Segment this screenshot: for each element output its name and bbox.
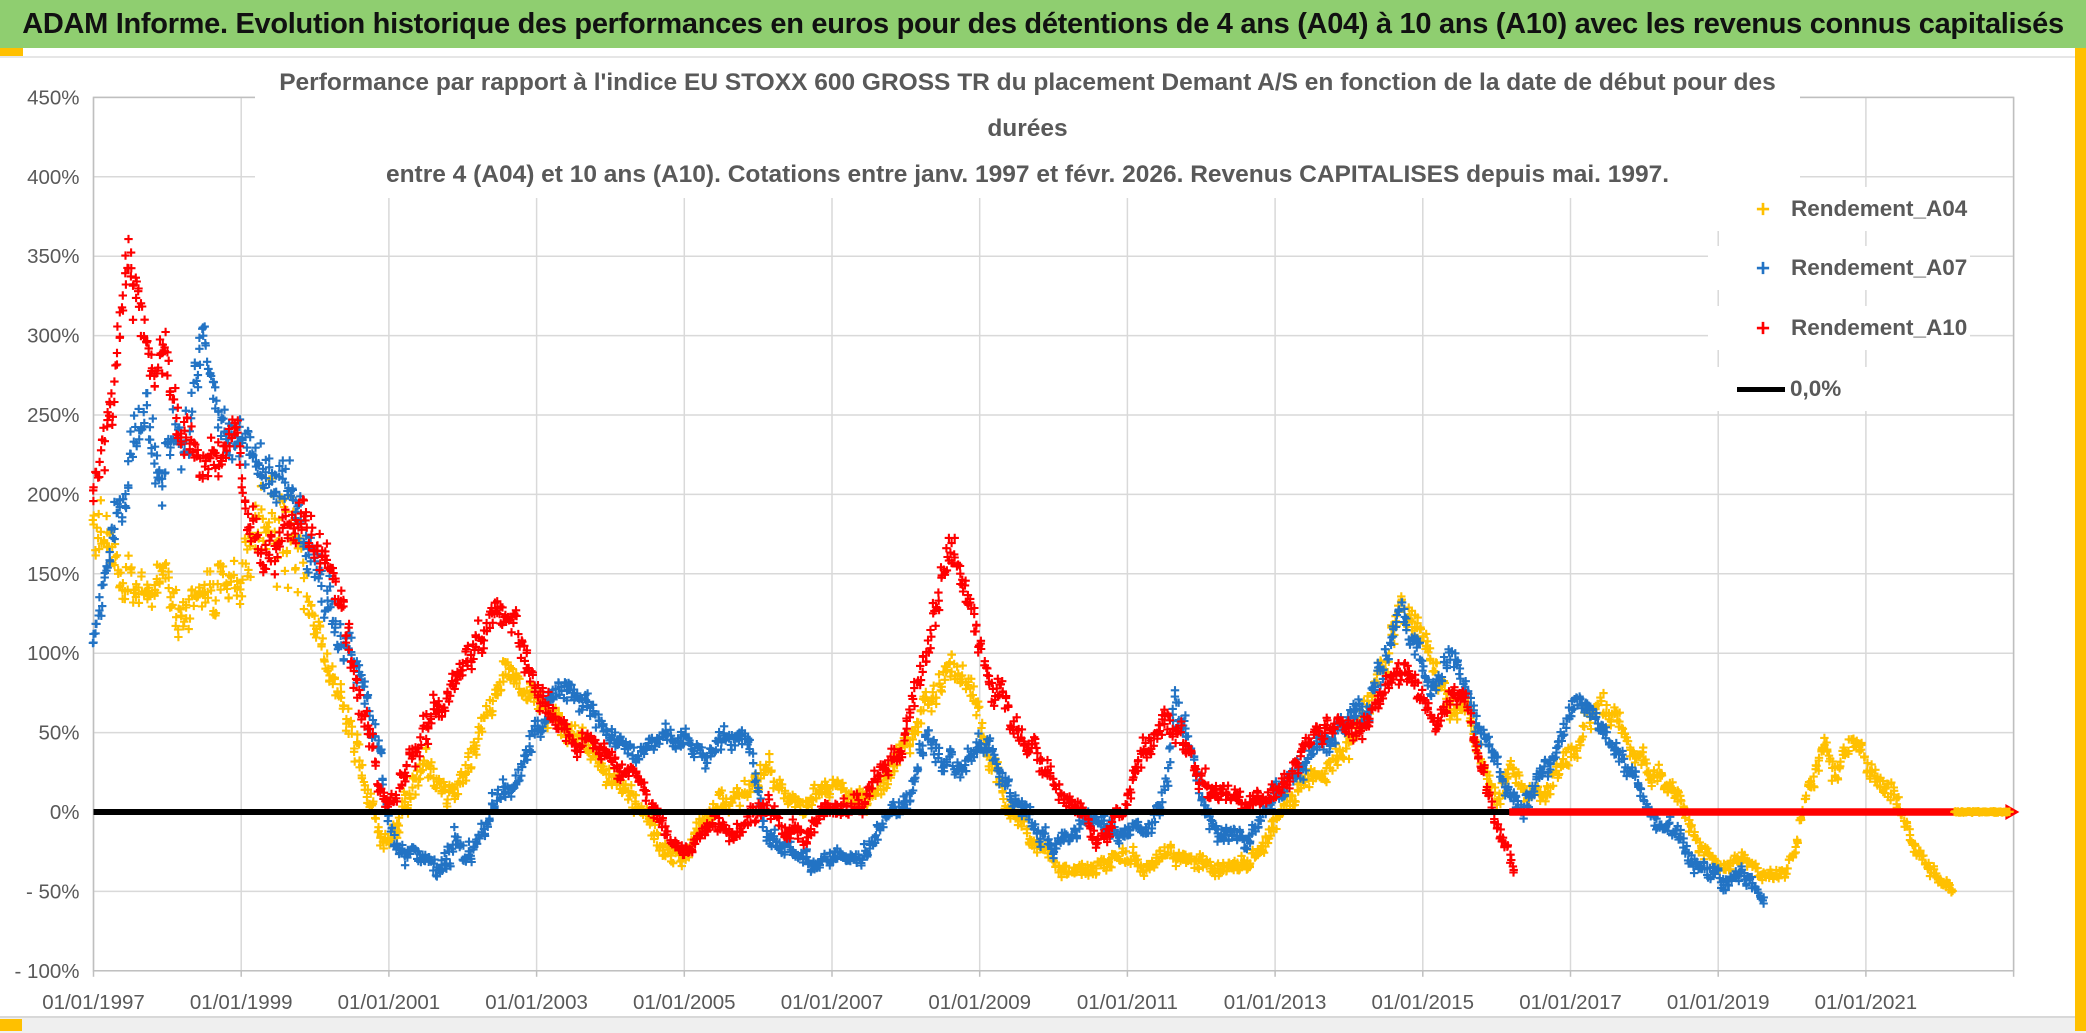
series-a07-points: [88, 322, 1768, 908]
y-axis-label: 250%: [27, 404, 79, 427]
zero-line-marker-icon: [1737, 386, 1785, 392]
y-axis-label: 0%: [50, 801, 80, 824]
gold-accent-right-bar: [2075, 48, 2086, 1031]
x-axis-label: 01/01/2009: [928, 991, 1031, 1014]
plus-marker-icon: [1756, 321, 1770, 335]
y-axis-label: 200%: [27, 483, 79, 506]
x-axis-label: 01/01/2015: [1371, 991, 1474, 1014]
x-axis-label: 01/01/2013: [1224, 991, 1327, 1014]
y-axis-label: 150%: [27, 563, 79, 586]
y-axis-label: 350%: [27, 245, 79, 268]
x-axis-label: 01/01/1999: [190, 991, 293, 1014]
x-axis-label: 01/01/2021: [1815, 991, 1918, 1014]
legend-marker-a04: [1756, 202, 1770, 216]
y-axis-label: - 100%: [15, 960, 80, 983]
y-axis-label: 300%: [27, 325, 79, 348]
gold-accent-bottom-left: [0, 1019, 22, 1031]
y-axis-label: 100%: [27, 642, 79, 665]
legend-label-a10: Rendement_A10: [1791, 315, 1968, 340]
legend-marker-a10: [1756, 321, 1770, 335]
legend-label-zero: 0,0%: [1790, 376, 1842, 401]
y-axis-label: 400%: [27, 166, 79, 189]
legend-item-zero-line[interactable]: 0,0%: [1708, 367, 1970, 411]
x-axis-label: 01/01/2011: [1077, 991, 1178, 1014]
x-axis-label: 01/01/2003: [485, 991, 588, 1014]
gold-accent-top-left: [0, 48, 23, 56]
title-banner: ADAM Informe. Evolution historique des p…: [0, 0, 2086, 48]
legend-label-a07: Rendement_A07: [1791, 255, 1968, 280]
x-axis-label: 01/01/2005: [633, 991, 736, 1014]
banner-title: ADAM Informe. Evolution historique des p…: [22, 7, 2064, 40]
legend-item-rendement-a10[interactable]: Rendement_A10: [1708, 306, 1970, 350]
bottom-edge-strip: [0, 1016, 2086, 1033]
banner-separator: [0, 56, 2086, 58]
x-axis-label: 01/01/2007: [781, 991, 884, 1014]
legend-item-rendement-a04[interactable]: Rendement_A04: [1708, 187, 1970, 231]
legend-label-a04: Rendement_A04: [1791, 196, 1968, 221]
chart-title: Performance par rapport à l'indice EU ST…: [255, 60, 1800, 198]
y-axis-label: 50%: [38, 722, 79, 745]
plus-marker-icon: [1756, 202, 1770, 216]
x-axis-label: 01/01/2019: [1667, 991, 1770, 1014]
y-axis-label: 450%: [27, 86, 79, 109]
legend-marker-a07: [1756, 261, 1770, 275]
plus-marker-icon: [1756, 261, 1770, 275]
x-axis-label: 01/01/1997: [42, 991, 145, 1014]
y-axis-label: - 50%: [26, 880, 80, 903]
chart-title-line2: entre 4 (A04) et 10 ans (A10). Cotations…: [385, 161, 1670, 188]
x-axis-label: 01/01/2001: [338, 991, 441, 1014]
chart-title-line1: Performance par rapport à l'indice EU ST…: [279, 69, 1776, 142]
series-a10-points: [89, 234, 1518, 877]
legend-item-rendement-a07[interactable]: Rendement_A07: [1708, 246, 1970, 290]
series-a04-zero-tail-points: [1950, 807, 2014, 817]
series-a04-points: [88, 474, 1957, 897]
x-axis-label: 01/01/2017: [1519, 991, 1622, 1014]
